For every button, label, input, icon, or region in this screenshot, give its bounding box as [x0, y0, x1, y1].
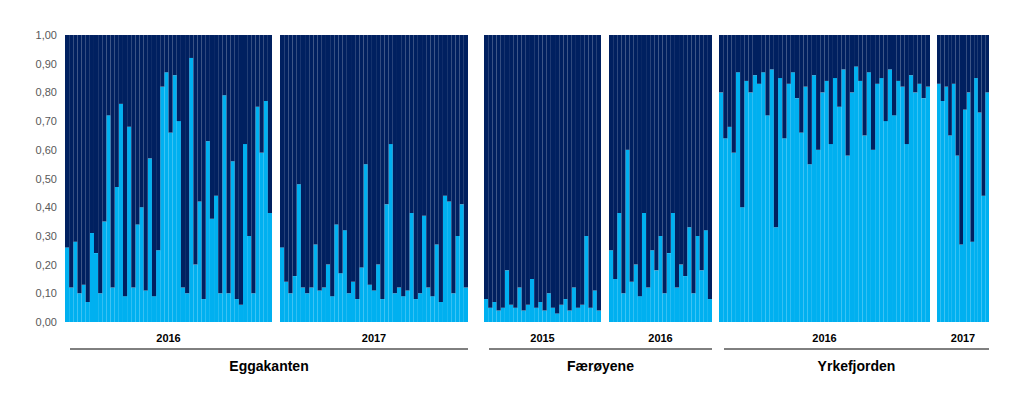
svg-text:Færøyene: Færøyene [567, 358, 634, 374]
svg-text:0,00: 0,00 [36, 316, 57, 328]
svg-text:2016: 2016 [156, 332, 180, 344]
svg-text:1,00: 1,00 [36, 29, 57, 41]
svg-text:2017: 2017 [951, 332, 975, 344]
svg-text:0,30: 0,30 [36, 230, 57, 242]
svg-text:0,20: 0,20 [36, 259, 57, 271]
svg-text:0,50: 0,50 [36, 173, 57, 185]
svg-text:0,40: 0,40 [36, 201, 57, 213]
svg-text:Eggakanten: Eggakanten [229, 358, 308, 374]
svg-text:Yrkefjorden: Yrkefjorden [818, 358, 896, 374]
svg-text:0,60: 0,60 [36, 144, 57, 156]
svg-text:0,70: 0,70 [36, 115, 57, 127]
svg-text:2015: 2015 [530, 332, 554, 344]
svg-text:0,10: 0,10 [36, 287, 57, 299]
svg-text:2016: 2016 [648, 332, 672, 344]
svg-text:2017: 2017 [362, 332, 386, 344]
svg-text:0,90: 0,90 [36, 58, 57, 70]
svg-text:2016: 2016 [812, 332, 836, 344]
svg-text:0,80: 0,80 [36, 86, 57, 98]
